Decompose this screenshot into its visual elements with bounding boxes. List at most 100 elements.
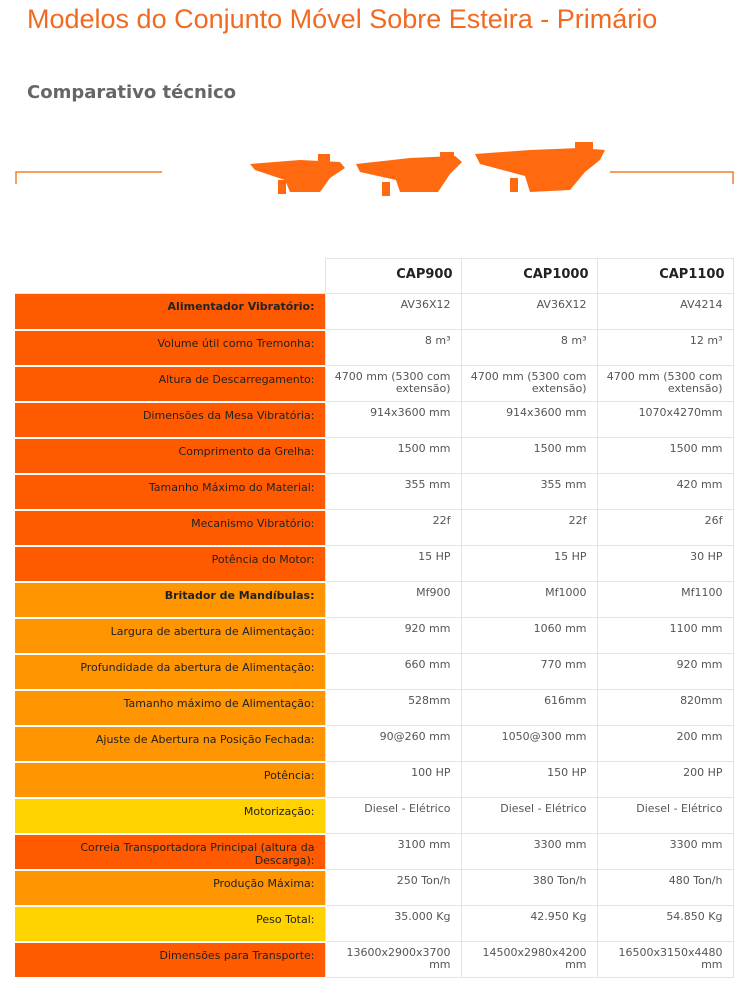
row-label: Alimentador Vibratório: bbox=[15, 293, 325, 331]
value-cell: 920 mm bbox=[324, 617, 462, 654]
machines-banner bbox=[15, 142, 734, 196]
value-cell: 380 Ton/h bbox=[460, 869, 598, 906]
value-cell: Mf1100 bbox=[596, 581, 734, 618]
row-label: Comprimento da Grelha: bbox=[15, 437, 325, 475]
comparison-table: CAP900 CAP1000 CAP1100 Alimentador Vibrató… bbox=[15, 258, 734, 979]
table-row: Produção Máxima: 250 Ton/h 380 Ton/h 480 To… bbox=[15, 869, 734, 907]
value-cell: 8 m³ bbox=[460, 329, 598, 366]
value-cell: 1060 mm bbox=[460, 617, 598, 654]
title: Modelos do Conjunto Móvel Sobre Esteira … bbox=[27, 4, 658, 34]
value-cell: 420 mm bbox=[596, 473, 734, 510]
value-cell: 820mm bbox=[596, 689, 734, 726]
value-cell: 12 m³ bbox=[596, 329, 734, 366]
table-row: Mecanismo Vibratório: 22f 22f 26f bbox=[15, 509, 734, 547]
machine-icon bbox=[475, 142, 605, 192]
value-cell: 42.950 Kg bbox=[460, 905, 598, 942]
table-row: Volume útil como Tremonha: 8 m³ 8 m³ 12 m³ bbox=[15, 329, 734, 367]
table-row: Potência: 100 HP 150 HP 200 HP bbox=[15, 761, 734, 799]
value-cell: Diesel - Elétrico bbox=[596, 797, 734, 834]
table-row: Britador de Mandíbulas: Mf900 Mf1000 Mf1100 bbox=[15, 581, 734, 619]
column-header: CAP900 bbox=[324, 258, 462, 294]
table-row: Peso Total: 35.000 Kg 42.950 Kg 54.850 Kg bbox=[15, 905, 734, 943]
value-cell: 26f bbox=[596, 509, 734, 546]
table-row: Largura de abertura de Alimentação: 920 m… bbox=[15, 617, 734, 655]
row-label: Ajuste de Abertura na Posição Fechada: bbox=[15, 725, 325, 763]
row-label: Correia Transportadora Principal (altura… bbox=[15, 833, 325, 871]
row-label: Dimensões da Mesa Vibratória: bbox=[15, 401, 325, 439]
value-cell: 22f bbox=[324, 509, 462, 546]
row-label: Largura de abertura de Alimentação: bbox=[15, 617, 325, 655]
value-cell: 150 HP bbox=[460, 761, 598, 798]
table-row: Tamanho máximo de Alimentação: 528mm 616mm… bbox=[15, 689, 734, 727]
value-cell: 1500 mm bbox=[596, 437, 734, 474]
column-header: CAP1000 bbox=[460, 258, 598, 294]
machine-icon bbox=[250, 154, 345, 194]
table-row: Dimensões da Mesa Vibratória: 914x3600 mm… bbox=[15, 401, 734, 439]
table-row: Correia Transportadora Principal (altura… bbox=[15, 833, 734, 871]
row-label: Peso Total: bbox=[15, 905, 325, 943]
header-row: CAP900 CAP1000 CAP1100 bbox=[15, 258, 734, 294]
value-cell: 100 HP bbox=[324, 761, 462, 798]
value-cell: 1100 mm bbox=[596, 617, 734, 654]
value-cell: AV4214 bbox=[596, 293, 734, 330]
value-cell: 3300 mm bbox=[460, 833, 598, 870]
value-cell: Diesel - Elétrico bbox=[324, 797, 462, 834]
table-row: Tamanho Máximo do Material: 355 mm 355 mm 4… bbox=[15, 473, 734, 511]
value-cell: 4700 mm (5300 com extensão) bbox=[596, 365, 734, 402]
value-cell: 250 Ton/h bbox=[324, 869, 462, 906]
value-cell: 4700 mm (5300 com extensão) bbox=[324, 365, 462, 402]
table-row: Altura de Descarregamento: 4700 mm (5300 … bbox=[15, 365, 734, 403]
table-row: Motorização: Diesel - Elétrico Diesel - El… bbox=[15, 797, 734, 835]
value-cell: 90@260 mm bbox=[324, 725, 462, 762]
value-cell: 914x3600 mm bbox=[460, 401, 598, 438]
value-cell: 30 HP bbox=[596, 545, 734, 582]
value-cell: Mf1000 bbox=[460, 581, 598, 618]
value-cell: 1050@300 mm bbox=[460, 725, 598, 762]
row-label: Altura de Descarregamento: bbox=[15, 365, 325, 403]
value-cell: 355 mm bbox=[460, 473, 598, 510]
table-row: Dimensões para Transporte: 13600x2900x370… bbox=[15, 941, 734, 979]
value-cell: 22f bbox=[460, 509, 598, 546]
row-label: Volume útil como Tremonha: bbox=[15, 329, 325, 367]
value-cell: 4700 mm (5300 com extensão) bbox=[460, 365, 598, 402]
machine-icon bbox=[356, 152, 462, 196]
table-row: Alimentador Vibratório: AV36X12 AV36X12 AV4… bbox=[15, 293, 734, 331]
value-cell: 200 HP bbox=[596, 761, 734, 798]
subtitle: Comparativo técnico bbox=[27, 82, 237, 103]
divider-left bbox=[15, 171, 162, 184]
value-cell: 480 Ton/h bbox=[596, 869, 734, 906]
value-cell: 15 HP bbox=[324, 545, 462, 582]
value-cell: 660 mm bbox=[324, 653, 462, 690]
divider-right bbox=[610, 171, 734, 184]
table-row: Profundidade da abertura de Alimentação:… bbox=[15, 653, 734, 691]
row-label: Britador de Mandíbulas: bbox=[15, 581, 325, 619]
value-cell: 14500x2980x4200 mm bbox=[460, 941, 598, 978]
value-cell: 8 m³ bbox=[324, 329, 462, 366]
table-body: Alimentador Vibratório: AV36X12 AV36X12 AV4… bbox=[15, 293, 734, 979]
value-cell: AV36X12 bbox=[460, 293, 598, 330]
value-cell: 35.000 Kg bbox=[324, 905, 462, 942]
row-label: Dimensões para Transporte: bbox=[15, 941, 325, 979]
row-label: Potência do Motor: bbox=[15, 545, 325, 583]
value-cell: 16500x3150x4480 mm bbox=[596, 941, 734, 978]
value-cell: 616mm bbox=[460, 689, 598, 726]
row-label: Tamanho Máximo do Material: bbox=[15, 473, 325, 511]
value-cell: 1500 mm bbox=[324, 437, 462, 474]
value-cell: 3100 mm bbox=[324, 833, 462, 870]
value-cell: 1500 mm bbox=[460, 437, 598, 474]
value-cell: AV36X12 bbox=[324, 293, 462, 330]
value-cell: 15 HP bbox=[460, 545, 598, 582]
value-cell: 1070x4270mm bbox=[596, 401, 734, 438]
value-cell: 355 mm bbox=[324, 473, 462, 510]
row-label: Tamanho máximo de Alimentação: bbox=[15, 689, 325, 727]
value-cell: 920 mm bbox=[596, 653, 734, 690]
value-cell: Mf900 bbox=[324, 581, 462, 618]
row-label: Profundidade da abertura de Alimentação: bbox=[15, 653, 325, 691]
row-label: Produção Máxima: bbox=[15, 869, 325, 907]
row-label: Motorização: bbox=[15, 797, 325, 835]
value-cell: 3300 mm bbox=[596, 833, 734, 870]
value-cell: Diesel - Elétrico bbox=[460, 797, 598, 834]
row-label: Potência: bbox=[15, 761, 325, 799]
value-cell: 770 mm bbox=[460, 653, 598, 690]
